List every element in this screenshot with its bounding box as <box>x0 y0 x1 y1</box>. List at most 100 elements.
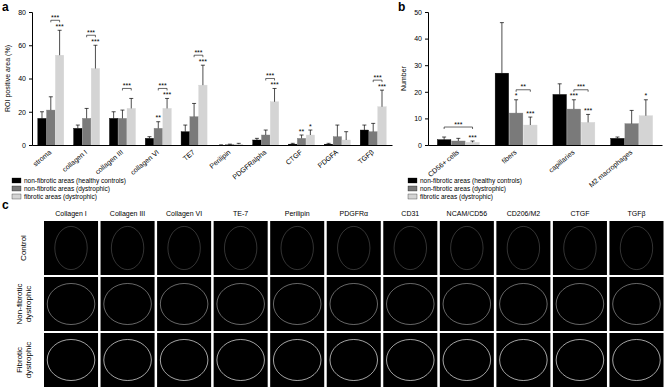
tissue-section <box>507 226 539 269</box>
row-label-line: dystrophic <box>24 342 33 378</box>
error-bar <box>183 125 187 132</box>
bar <box>145 138 153 145</box>
error-bar <box>586 114 590 122</box>
column-label: CD31 <box>401 210 419 217</box>
error-bar <box>165 98 169 108</box>
bar <box>509 113 522 145</box>
column-label: TGFβ <box>627 210 645 218</box>
column-label: NCAM/CD56 <box>447 210 488 217</box>
bar <box>289 144 297 145</box>
x-tick: M2 macrophages <box>588 145 635 189</box>
error-bar <box>327 143 331 145</box>
tissue-section <box>168 226 200 269</box>
row-label-line: Fibrotic <box>15 347 24 373</box>
legend-swatch <box>12 186 21 191</box>
error-bar <box>255 138 259 140</box>
y-tick: 60 <box>18 42 32 49</box>
significance-label: *** <box>270 81 278 88</box>
tissue-section <box>273 339 321 380</box>
micrograph <box>101 277 155 331</box>
row-label-line: Control <box>19 235 28 261</box>
y-tick-label: 40 <box>18 75 26 82</box>
error-bar <box>49 97 53 110</box>
significance-label: *** <box>584 107 592 114</box>
bar <box>82 118 90 145</box>
x-tick: fibers <box>500 145 518 165</box>
y-tick: 30 <box>414 62 428 69</box>
bar-series <box>55 30 386 145</box>
row-label: Fibroticdystrophic <box>15 342 33 378</box>
error-bar <box>442 137 446 140</box>
y-tick: 40 <box>414 35 428 42</box>
plot-area <box>437 23 652 145</box>
micrograph <box>44 221 98 275</box>
y-tick-label: 20 <box>18 108 26 115</box>
y-tick-mark <box>29 45 32 46</box>
micrograph <box>214 333 268 387</box>
micrograph <box>609 277 663 331</box>
panel-label: a <box>2 0 9 14</box>
micrograph <box>270 221 324 275</box>
tissue-section <box>500 283 548 324</box>
y-axis: 01020304050 <box>414 9 428 149</box>
micrograph <box>270 333 324 387</box>
y-axis: 020406080 <box>18 9 32 149</box>
bar <box>452 141 465 145</box>
panel-label: c <box>2 198 9 212</box>
x-tick: CTGF <box>284 145 303 166</box>
column-label: Perilipin <box>285 210 310 218</box>
error-bar <box>219 144 223 145</box>
y-tick-mark <box>425 145 428 146</box>
significance-label: *** <box>526 110 534 117</box>
y-tick-mark <box>29 12 32 13</box>
error-bar <box>344 132 348 140</box>
x-tick: PDGFRalpha <box>231 145 268 181</box>
legend-swatch <box>12 194 21 199</box>
micrograph <box>327 277 381 331</box>
tissue-section <box>111 226 143 269</box>
significance-label: *** <box>378 83 386 90</box>
y-tick-mark <box>425 39 428 40</box>
micrograph <box>383 221 437 275</box>
error-bar <box>630 110 634 123</box>
column-label: CTGF <box>570 210 589 217</box>
bar <box>378 107 386 145</box>
bar <box>306 135 314 145</box>
bar <box>553 94 566 145</box>
legend-label: fibrotic areas (dystrophic) <box>420 193 493 201</box>
micrograph <box>214 221 268 275</box>
bar <box>495 73 508 145</box>
micrograph <box>101 333 155 387</box>
error-bar <box>300 135 304 138</box>
y-tick: 20 <box>414 89 428 96</box>
error-bar <box>456 138 460 141</box>
micrograph <box>383 277 437 331</box>
image-panel: cCollagen ICollagen IIICollagen VITE-7Pe… <box>2 198 664 387</box>
x-tick-label: collagen VI <box>129 148 161 176</box>
y-tick-label: 60 <box>18 42 26 49</box>
bar <box>74 128 82 145</box>
x-tick: collagen VI <box>129 145 161 177</box>
tissue-section <box>281 226 313 269</box>
legend-swatch <box>12 178 21 183</box>
error-bar <box>40 112 44 119</box>
tissue-section <box>338 226 370 269</box>
y-tick-mark <box>425 65 428 66</box>
plot-area <box>38 30 386 145</box>
micrograph <box>496 221 550 275</box>
bar <box>226 144 234 145</box>
bar <box>297 138 305 145</box>
micrograph <box>327 333 381 387</box>
tissue-section <box>330 283 378 324</box>
x-tick-label: PDGFRalpha <box>231 148 268 181</box>
significance-label: *** <box>199 58 207 65</box>
micrograph <box>44 277 98 331</box>
significance-label: *** <box>570 92 578 99</box>
column-label: TE-7 <box>233 210 248 217</box>
significance-label: *** <box>194 49 202 56</box>
tissue-section <box>394 226 426 269</box>
significance-label: ** <box>520 83 526 90</box>
bar <box>127 108 135 145</box>
y-tick-label: 0 <box>418 142 422 149</box>
micrograph <box>157 221 211 275</box>
